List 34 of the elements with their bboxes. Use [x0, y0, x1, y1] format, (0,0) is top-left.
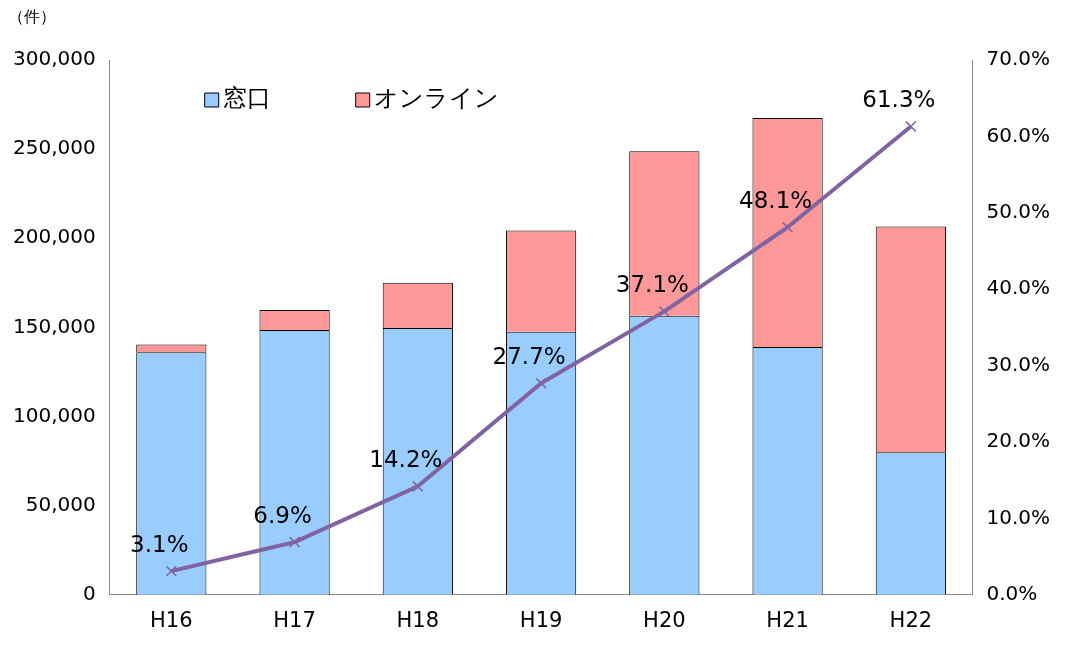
point: [165, 565, 178, 577]
y2-tick-label: 70.0%: [986, 46, 1051, 71]
x-tick-label: H16: [150, 607, 193, 632]
y2-tick-label: 60.0%: [986, 122, 1051, 147]
y2-tick-label: 40.0%: [986, 275, 1051, 300]
x-tick-label: H20: [643, 607, 686, 632]
y2-tick-label: 10.0%: [986, 504, 1051, 529]
data-label: 14.2%: [369, 445, 443, 472]
y2-tick-label: 50.0%: [986, 199, 1051, 223]
point: [905, 120, 917, 133]
x-tick-label: H21: [766, 607, 809, 632]
x-tick-label: H18: [396, 607, 440, 632]
x-tick-label: H17: [273, 607, 316, 632]
y-axis-title: （件）: [7, 7, 56, 27]
point: [288, 536, 301, 548]
y-tick-label: 50,000: [25, 491, 96, 516]
data-label: 6.9%: [253, 501, 312, 528]
point: [412, 480, 424, 493]
legend-label: 窓口: [222, 84, 271, 113]
data-label: 61.3%: [862, 85, 936, 112]
data-label: 48.1%: [739, 186, 813, 213]
point: [781, 221, 794, 234]
y2-tick-label: 0.0%: [986, 581, 1038, 605]
legend-label: オンライン: [373, 84, 499, 113]
y-tick-label: 100,000: [12, 402, 96, 427]
y-tick-label: 250,000: [12, 135, 96, 160]
y-tick-label: 150,000: [12, 313, 96, 338]
y-tick-label: 300,000: [12, 46, 96, 71]
y-tick-label: 0: [82, 581, 96, 605]
y-tick-label: 200,000: [12, 224, 96, 249]
x-tick-label: H22: [889, 607, 933, 632]
y2-tick-label: 20.0%: [986, 428, 1051, 453]
y2-tick-label: 30.0%: [986, 351, 1051, 376]
x-tick-label: H19: [519, 607, 563, 632]
